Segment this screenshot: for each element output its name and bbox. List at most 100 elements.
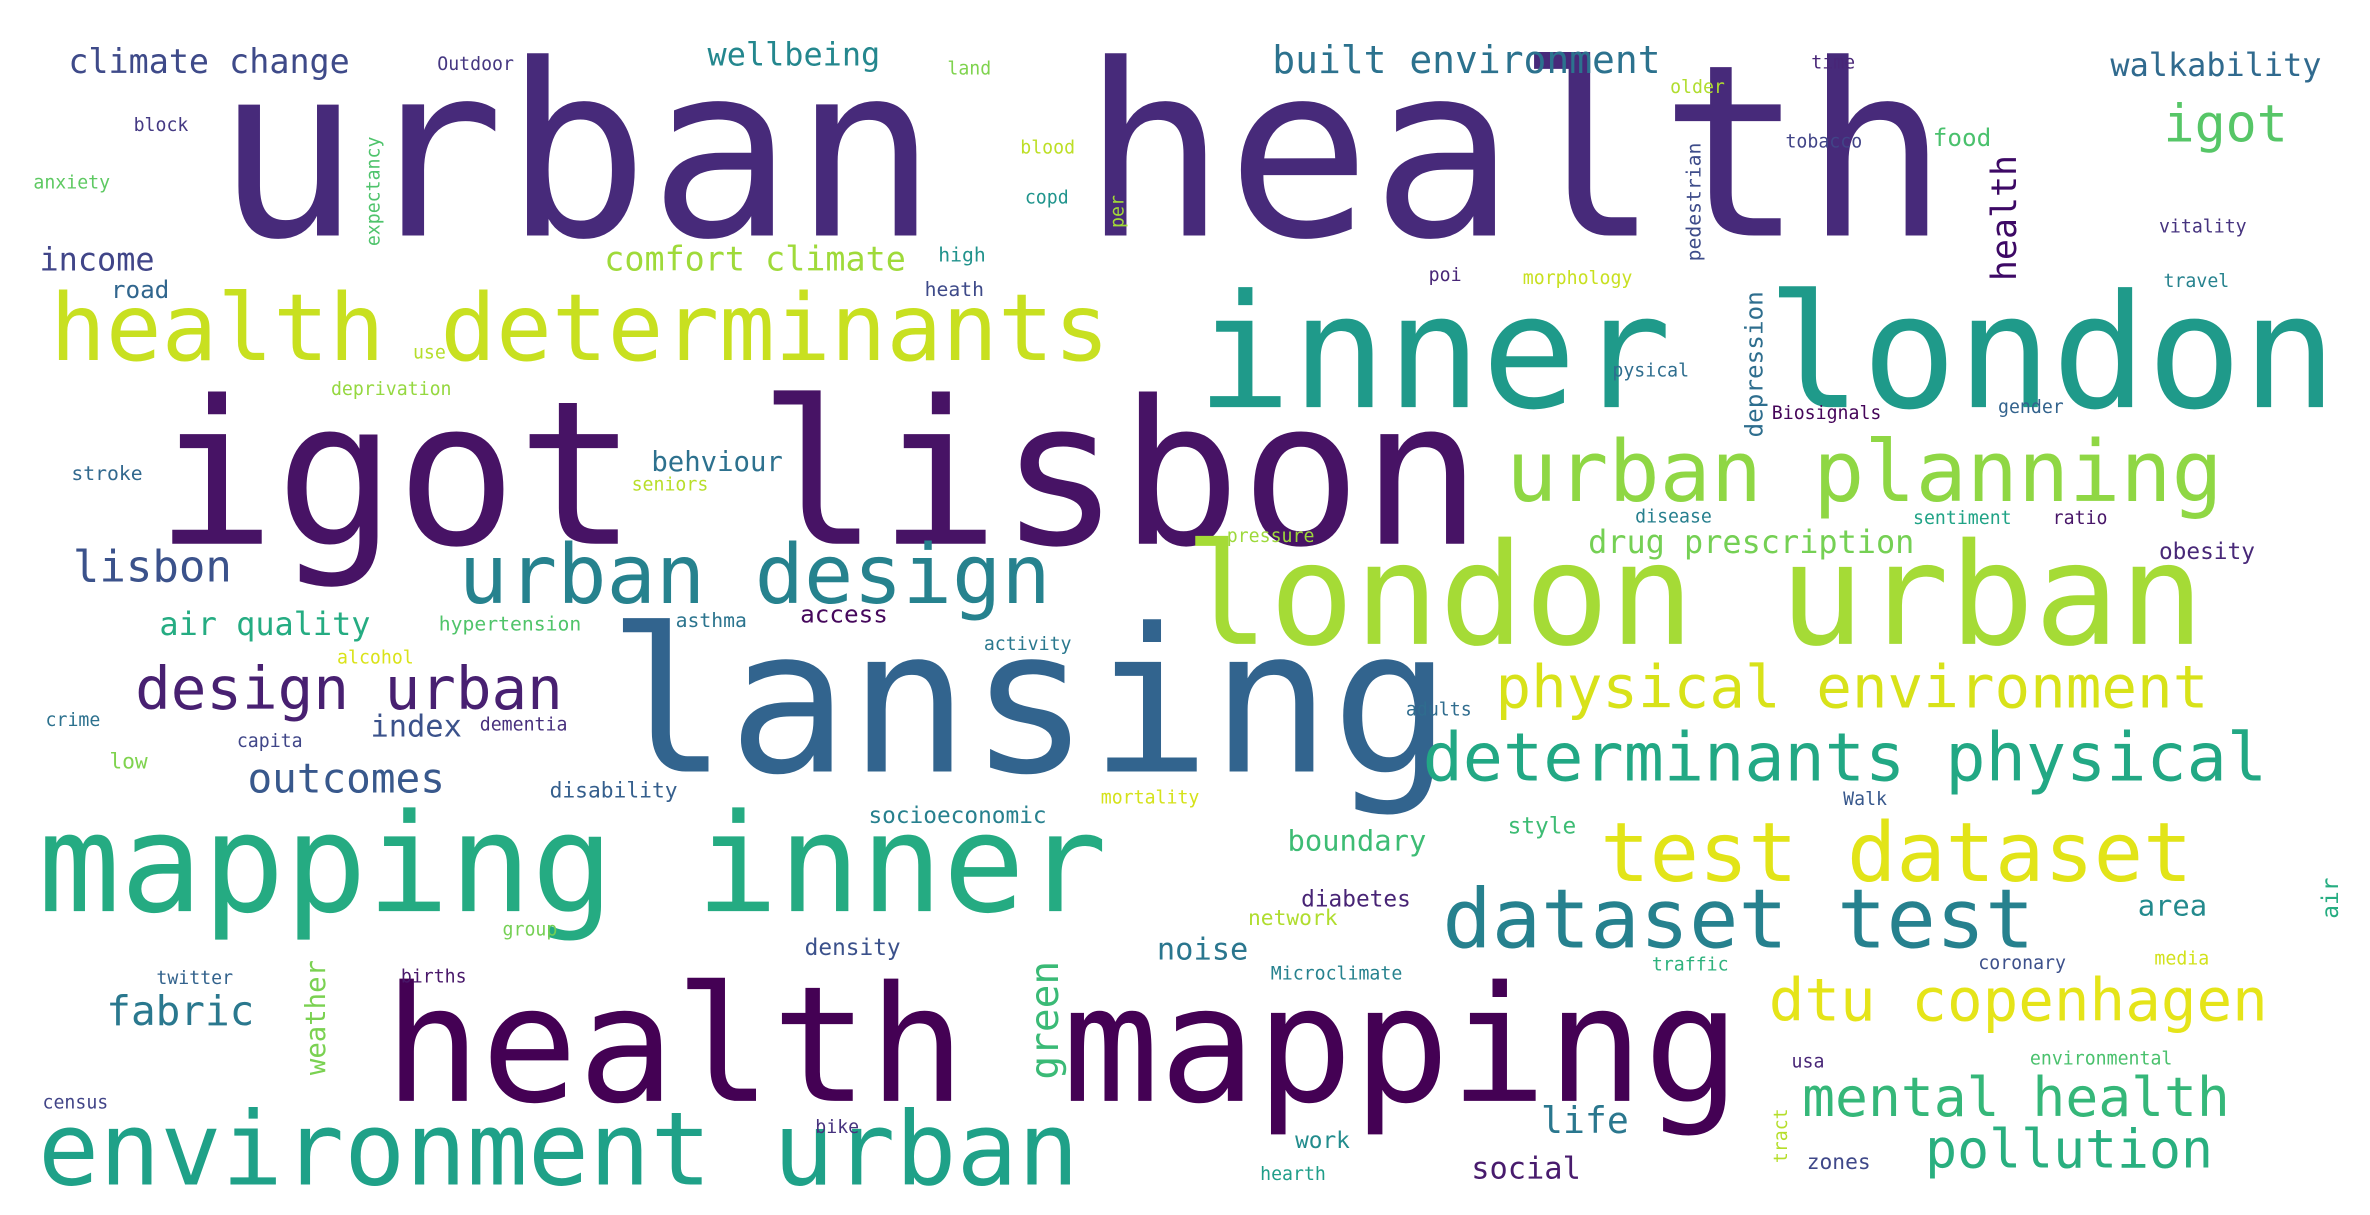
- word-capita: capita: [237, 731, 303, 752]
- word-walk: Walk: [1843, 789, 1887, 810]
- word-land: land: [947, 59, 991, 80]
- word-environment-urban: environment urban: [38, 1090, 1079, 1208]
- word-road: road: [111, 275, 169, 304]
- word-pollution: pollution: [1925, 1119, 2213, 1181]
- word-health-mapping: health mapping: [384, 952, 1740, 1139]
- word-pressure: pressure: [1227, 526, 1315, 547]
- word-asthma: asthma: [676, 609, 747, 632]
- word-twitter: twitter: [156, 968, 233, 989]
- word-boundary: boundary: [1287, 823, 1426, 857]
- word-health-determinants: health determinants: [50, 274, 1109, 382]
- word-fabric: fabric: [106, 987, 254, 1035]
- word-social: social: [1471, 1151, 1581, 1186]
- word-dataset-test: dataset test: [1442, 873, 2034, 968]
- word-depression: depression: [1740, 291, 1769, 437]
- word-environmental: environmental: [2030, 1048, 2172, 1069]
- word-walkability: walkability: [2110, 46, 2321, 84]
- word-food: food: [1933, 123, 1991, 152]
- word-green: green: [1022, 961, 1068, 1080]
- word-mortality: mortality: [1101, 787, 1200, 808]
- word-income: income: [39, 240, 154, 278]
- word-igot: igot: [2164, 94, 2288, 154]
- word-lansing: lansing: [607, 586, 1452, 819]
- word-copd: copd: [1025, 188, 1069, 209]
- word-noise: noise: [1157, 933, 1248, 968]
- word-blood: blood: [1020, 138, 1075, 159]
- word-health-small: health: [1985, 155, 2025, 281]
- word-outcomes: outcomes: [247, 755, 444, 803]
- word-coronary: coronary: [1978, 953, 2066, 974]
- word-climate-change: climate change: [68, 42, 349, 81]
- word-stroke: stroke: [71, 462, 142, 485]
- word-per: per: [1108, 195, 1129, 228]
- word-gender: gender: [1998, 397, 2064, 418]
- word-low: low: [109, 749, 148, 774]
- word-expectancy: expectancy: [364, 137, 385, 247]
- word-drug-prescription: drug prescription: [1588, 523, 1914, 561]
- word-physical-environment: physical environment: [1495, 653, 2208, 722]
- word-sentiment: sentiment: [1913, 508, 2012, 529]
- word-morphology: morphology: [1523, 268, 1633, 289]
- word-diabetes: diabetes: [1301, 887, 1411, 913]
- word-style: style: [1508, 814, 1577, 840]
- word-density: density: [805, 935, 901, 961]
- word-media: media: [2154, 948, 2209, 969]
- word-vitality: vitality: [2159, 216, 2247, 237]
- word-dtu-copenhagen: dtu copenhagen: [1769, 965, 2268, 1034]
- word-air: air: [2318, 878, 2344, 919]
- word-block: block: [134, 115, 189, 136]
- word-bike: bike: [815, 1117, 859, 1138]
- word-hearth: hearth: [1260, 1164, 1326, 1185]
- word-usa: usa: [1792, 1052, 1825, 1073]
- word-tract: tract: [1771, 1108, 1792, 1163]
- word-outdoor: Outdoor: [437, 54, 514, 75]
- word-hypertension: hypertension: [439, 612, 581, 635]
- word-network: network: [1248, 906, 1338, 931]
- word-behviour: behviour: [651, 447, 783, 478]
- word-dementia: dementia: [480, 714, 568, 735]
- word-life: life: [1541, 1099, 1629, 1142]
- word-travel: travel: [2164, 271, 2230, 292]
- word-area: area: [2138, 889, 2207, 923]
- word-heath: heath: [925, 278, 984, 301]
- word-tobacco: tobacco: [1785, 131, 1862, 152]
- word-mental-health: mental health: [1802, 1065, 2230, 1129]
- word-adults: adults: [1406, 699, 1472, 720]
- word-disability: disability: [550, 778, 678, 803]
- word-pysical: pysical: [1612, 361, 1689, 382]
- word-urban-planning: urban planning: [1506, 423, 2223, 522]
- word-design-urban: design urban: [135, 654, 563, 723]
- word-work: work: [1295, 1128, 1350, 1154]
- word-group: group: [503, 919, 558, 940]
- word-comfort-climate: comfort climate: [604, 239, 906, 278]
- word-births: births: [401, 967, 467, 988]
- word-zones: zones: [1807, 1150, 1871, 1175]
- word-igot-lisbon: igot lisbon: [155, 359, 1482, 592]
- word-pedestrian: pedestrian: [1682, 143, 1705, 262]
- word-mapping-inner: mapping inner: [38, 785, 1107, 944]
- word-anxiety: anxiety: [33, 172, 110, 193]
- word-test-dataset: test dataset: [1600, 806, 2192, 901]
- word-crime: crime: [46, 710, 101, 731]
- word-urban-design: urban design: [459, 528, 1051, 623]
- word-traffic: traffic: [1652, 954, 1729, 975]
- word-socioeconomic: socioeconomic: [868, 803, 1046, 829]
- word-london-urban: london urban: [1184, 514, 2204, 678]
- word-built-environment: built environment: [1272, 38, 1660, 82]
- word-census: census: [43, 1093, 109, 1114]
- word-obesity: obesity: [2159, 539, 2255, 565]
- word-access: access: [800, 600, 888, 629]
- word-urban-health: urban health: [216, 13, 1949, 293]
- word-deprivation: deprivation: [331, 379, 452, 400]
- word-wellbeing: wellbeing: [708, 35, 881, 73]
- word-determinants-physical: determinants physical: [1423, 719, 2268, 797]
- word-lisbon: lisbon: [73, 542, 232, 593]
- word-air-quality: air quality: [159, 605, 370, 643]
- word-time: time: [1811, 53, 1855, 74]
- word-ratio: ratio: [2053, 508, 2108, 529]
- word-microclimate: Microclimate: [1271, 963, 1403, 984]
- word-activity: activity: [984, 634, 1072, 655]
- word-disease: disease: [1635, 506, 1712, 527]
